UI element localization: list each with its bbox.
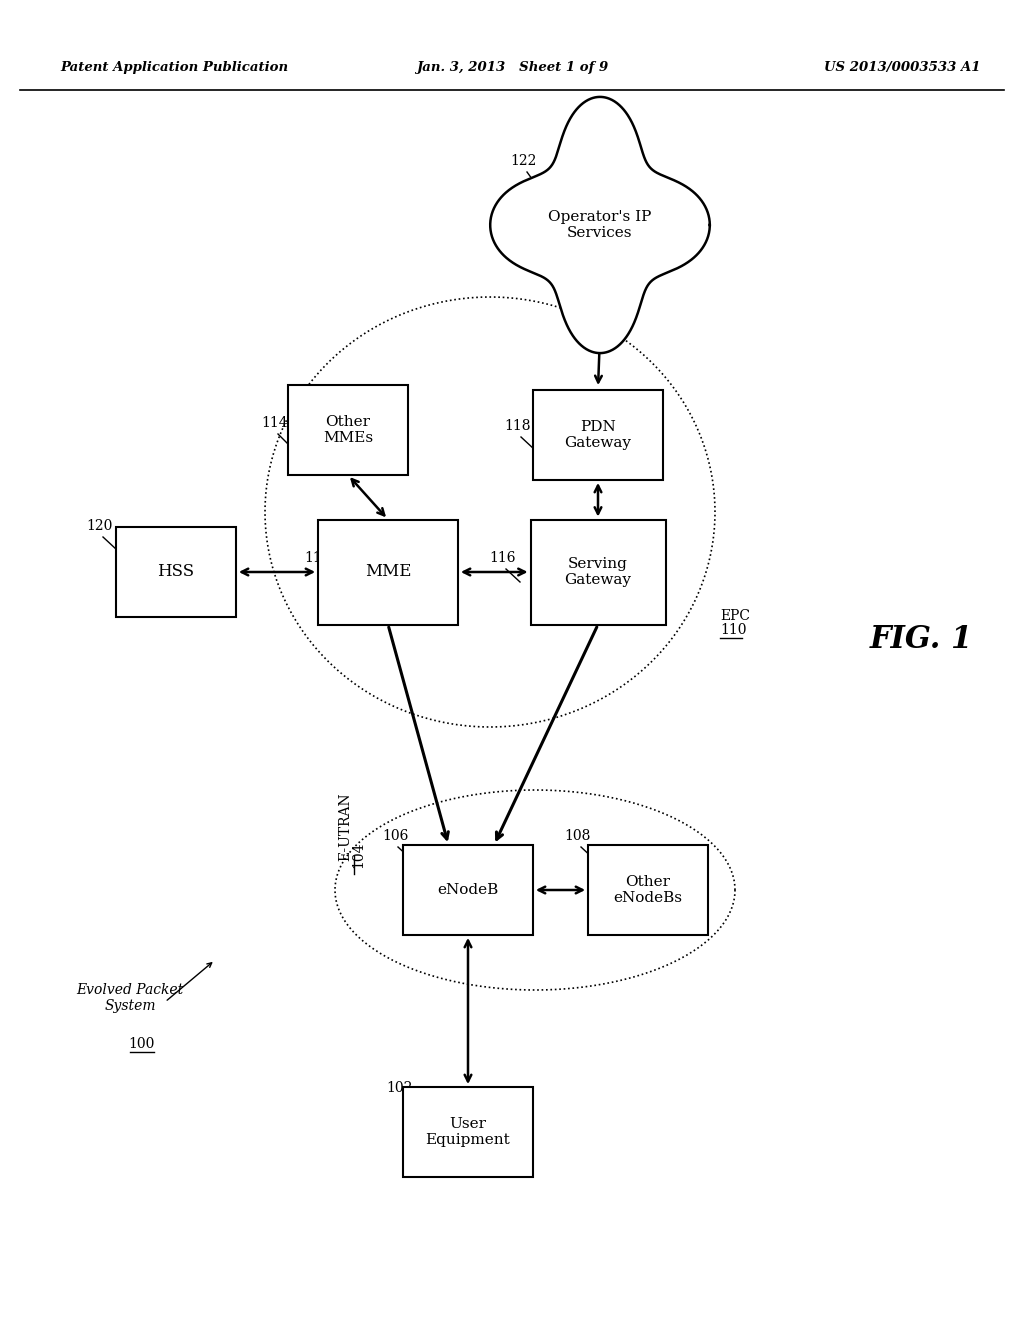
- Text: Other
eNodeBs: Other eNodeBs: [613, 875, 683, 906]
- Bar: [403, 845, 534, 935]
- Text: PDN
Gateway: PDN Gateway: [564, 420, 632, 450]
- Text: 110: 110: [720, 623, 746, 638]
- Text: 106: 106: [382, 829, 409, 843]
- Text: Serving
Gateway: Serving Gateway: [564, 557, 632, 587]
- Text: 108: 108: [565, 829, 591, 843]
- Text: US 2013/0003533 A1: US 2013/0003533 A1: [823, 62, 980, 74]
- Bar: [534, 389, 663, 480]
- Text: Jan. 3, 2013   Sheet 1 of 9: Jan. 3, 2013 Sheet 1 of 9: [416, 62, 608, 74]
- Bar: [288, 385, 408, 475]
- Text: MME: MME: [365, 564, 412, 581]
- Bar: [116, 527, 236, 616]
- Text: 104: 104: [351, 842, 365, 869]
- Text: HSS: HSS: [158, 564, 195, 581]
- Text: E-UTRAN: E-UTRAN: [338, 792, 352, 861]
- Polygon shape: [490, 96, 710, 352]
- Bar: [318, 520, 458, 624]
- Text: 118: 118: [505, 418, 531, 433]
- Text: Other
MMEs: Other MMEs: [323, 414, 373, 445]
- Text: eNodeB: eNodeB: [437, 883, 499, 898]
- Text: 112: 112: [305, 550, 331, 565]
- Text: FIG. 1: FIG. 1: [870, 624, 973, 656]
- Text: 120: 120: [87, 519, 114, 533]
- Text: Patent Application Publication: Patent Application Publication: [60, 62, 288, 74]
- Bar: [403, 1086, 534, 1177]
- Text: 122: 122: [511, 154, 538, 168]
- Text: 114: 114: [262, 416, 289, 430]
- Bar: [530, 520, 666, 624]
- Text: EPC: EPC: [720, 609, 750, 623]
- Bar: [588, 845, 708, 935]
- Text: Operator's IP
Services: Operator's IP Services: [548, 210, 651, 240]
- Text: User
Equipment: User Equipment: [426, 1117, 510, 1147]
- Text: 116: 116: [489, 550, 516, 565]
- Text: 100: 100: [129, 1038, 156, 1051]
- Text: 102: 102: [387, 1081, 414, 1096]
- Text: Evolved Packet
System: Evolved Packet System: [77, 983, 183, 1012]
